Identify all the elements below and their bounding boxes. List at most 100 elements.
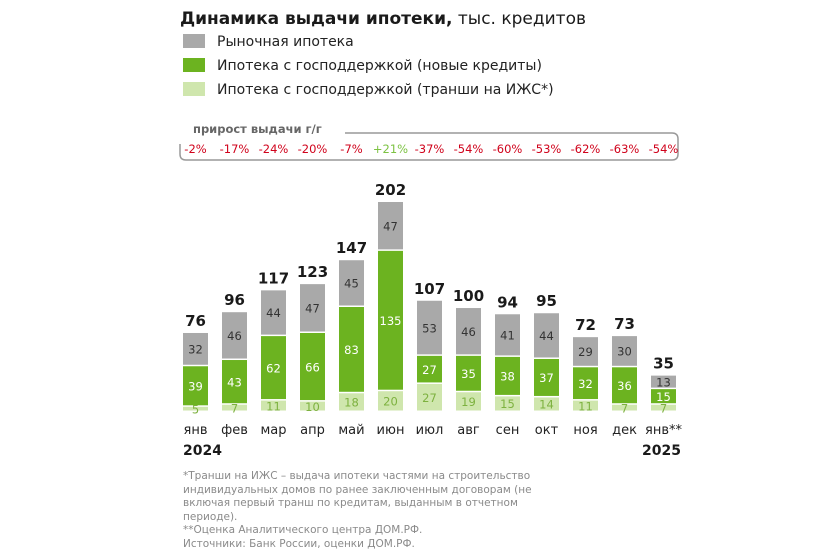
bar-segment	[495, 396, 520, 411]
total-label: 96	[224, 291, 245, 309]
bar-segment	[339, 393, 364, 411]
bar-segment	[183, 406, 208, 411]
month-label: май	[338, 423, 364, 438]
month-label: ноя	[573, 423, 597, 438]
segment-label: 44	[266, 306, 281, 320]
segment-label: 45	[344, 277, 359, 291]
segment-label: 14	[539, 398, 554, 412]
segment-label: 32	[188, 343, 203, 357]
segment-label: 30	[617, 345, 632, 359]
growth-value: -7%	[340, 142, 362, 156]
segment-label: 7	[231, 401, 238, 415]
total-label: 100	[453, 287, 484, 305]
bar-segment	[651, 404, 676, 411]
segment-label: 13	[656, 375, 671, 389]
segment-label: 10	[305, 400, 320, 414]
bar-segment	[300, 332, 325, 401]
growth-label: прирост выдачи г/г	[193, 122, 322, 136]
growth-value: -54%	[649, 142, 679, 156]
bar-segment	[378, 250, 403, 390]
bar-segment	[417, 300, 442, 355]
bar-segment	[456, 355, 481, 391]
bar-segment	[339, 260, 364, 306]
segment-label: 39	[188, 380, 203, 394]
bar-segment	[573, 367, 598, 400]
bar-segment	[300, 401, 325, 411]
bar-segment	[222, 312, 247, 359]
growth-value: -37%	[415, 142, 445, 156]
bar-segment	[300, 284, 325, 332]
bar-segment	[573, 400, 598, 411]
segment-label: 5	[192, 402, 199, 416]
segment-label: 18	[344, 396, 359, 410]
bar-segment	[183, 366, 208, 406]
bar-segment	[417, 383, 442, 411]
bar-segment	[339, 307, 364, 392]
segment-label: 37	[539, 371, 554, 385]
bar-segment	[534, 397, 559, 411]
total-label: 123	[297, 263, 328, 281]
segment-label: 19	[461, 395, 476, 409]
month-label: янв**	[645, 423, 682, 438]
legend-swatch	[183, 58, 205, 72]
month-label: апр	[300, 423, 325, 438]
total-label: 107	[414, 280, 445, 298]
bar-segment	[417, 355, 442, 383]
growth-value: -20%	[298, 142, 328, 156]
bar-segment	[573, 337, 598, 366]
segment-label: 27	[422, 391, 437, 405]
segment-label: 35	[461, 367, 476, 381]
chart-title: Динамика выдачи ипотеки, тыс. кредитов	[180, 9, 586, 29]
growth-value: -24%	[259, 142, 289, 156]
segment-label: 62	[266, 361, 281, 375]
footnote-sources: Источники: Банк России, оценки ДОМ.РФ.	[183, 537, 415, 550]
bar-segment	[378, 391, 403, 411]
segment-label: 27	[422, 363, 437, 377]
growth-value: -60%	[493, 142, 523, 156]
month-label: окт	[535, 423, 559, 438]
segment-label: 7	[660, 401, 667, 415]
bar-segment	[222, 360, 247, 404]
segment-label: 66	[305, 360, 320, 374]
bar-segment	[495, 314, 520, 356]
segment-label: 46	[461, 325, 476, 339]
month-label: дек	[612, 423, 637, 438]
legend: Рыночная ипотека Ипотека с господдержкой …	[183, 34, 554, 98]
total-label: 202	[375, 181, 406, 199]
footnote-estimate: **Оценка Аналитического центра ДОМ.РФ.	[183, 524, 423, 536]
segment-label: 135	[380, 314, 402, 328]
month-label: сен	[496, 423, 520, 438]
segment-label: 38	[500, 370, 515, 384]
growth-value: +21%	[373, 142, 408, 156]
bars: 5393276янв7434696фев116244117мар10664712…	[183, 181, 682, 459]
bar-segment	[222, 404, 247, 411]
segment-label: 15	[656, 390, 671, 404]
growth-value: -54%	[454, 142, 484, 156]
segment-label: 43	[227, 375, 242, 389]
segment-label: 29	[578, 345, 593, 359]
chart-title-bold: Динамика выдачи ипотеки,	[180, 9, 452, 29]
bar-segment	[495, 356, 520, 395]
growth-value: -63%	[610, 142, 640, 156]
month-label: мар	[260, 423, 286, 438]
segment-label: 46	[227, 329, 242, 343]
segment-label: 7	[621, 401, 628, 415]
bar-segment	[651, 389, 676, 404]
legend-label: Рыночная ипотека	[217, 34, 354, 50]
bar-segment	[534, 313, 559, 358]
total-label: 76	[185, 312, 206, 330]
year-label-2025: 2025	[642, 443, 681, 459]
segment-label: 83	[344, 343, 359, 357]
legend-swatch	[183, 82, 205, 96]
segment-label: 20	[383, 395, 398, 409]
bar-segment	[456, 308, 481, 355]
total-label: 35	[653, 355, 674, 373]
month-label: июл	[416, 423, 444, 438]
chart-title-units: тыс. кредитов	[452, 9, 586, 29]
legend-swatch	[183, 34, 205, 48]
segment-label: 47	[305, 302, 320, 316]
month-label: фев	[221, 423, 248, 438]
growth-row: прирост выдачи г/г -2% -17% -24% -20% -7% +21…	[179, 122, 679, 161]
total-label: 147	[336, 239, 367, 257]
